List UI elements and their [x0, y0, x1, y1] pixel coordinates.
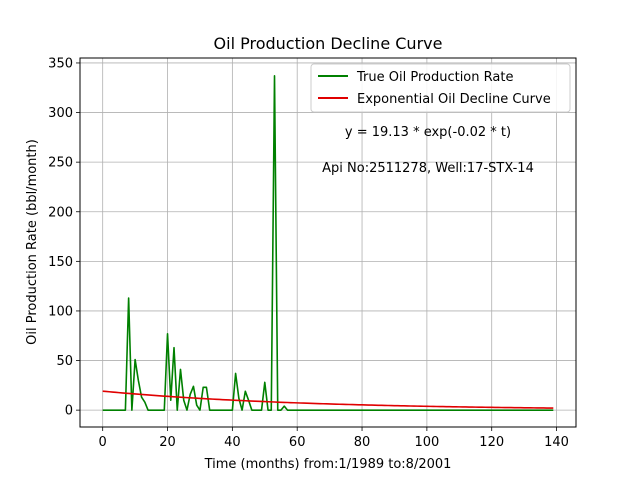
x-tick-label: 120 — [479, 435, 504, 450]
x-tick-label: 100 — [414, 435, 439, 450]
y-tick-label: 250 — [48, 156, 73, 171]
series-layer — [102, 75, 554, 411]
legend-box — [310, 63, 571, 113]
equation-annotation: y = 19.13 * exp(-0.02 * t) — [345, 125, 511, 140]
plot-frame — [79, 57, 577, 428]
well-annotation: Api No:2511278, Well:17-STX-14 — [322, 161, 534, 176]
y-axis-label: Oil Production Rate (bbl/month) — [25, 139, 40, 345]
chart-title: Oil Production Decline Curve — [214, 34, 443, 53]
x-axis: 0 20 40 60 80 100 120 140 — [99, 427, 569, 450]
legend-label-decline-curve: Exponential Oil Decline Curve — [357, 92, 551, 107]
y-tick-label: 50 — [56, 354, 73, 369]
y-tick-label: 350 — [48, 56, 73, 71]
x-axis-label: Time (months) from:1/1989 to:8/2001 — [204, 457, 452, 472]
y-tick-label: 0 — [65, 404, 73, 419]
x-tick-label: 80 — [354, 435, 371, 450]
y-tick-label: 150 — [48, 255, 73, 270]
series-line-true-rate — [102, 75, 554, 411]
x-tick-label: 20 — [159, 435, 176, 450]
y-tick-label: 200 — [48, 205, 73, 220]
y-axis: 0 50 100 150 200 250 300 350 — [48, 56, 80, 419]
x-tick-label: 0 — [99, 435, 107, 450]
x-tick-label: 60 — [289, 435, 306, 450]
x-tick-label: 140 — [544, 435, 569, 450]
legend-label-true-rate: True Oil Production Rate — [356, 70, 513, 85]
y-tick-label: 100 — [48, 304, 73, 319]
series-line-decline-curve — [102, 390, 554, 409]
y-tick-label: 300 — [48, 106, 73, 121]
x-tick-label: 40 — [224, 435, 241, 450]
legend: True Oil Production Rate Exponential Oil… — [310, 63, 571, 113]
